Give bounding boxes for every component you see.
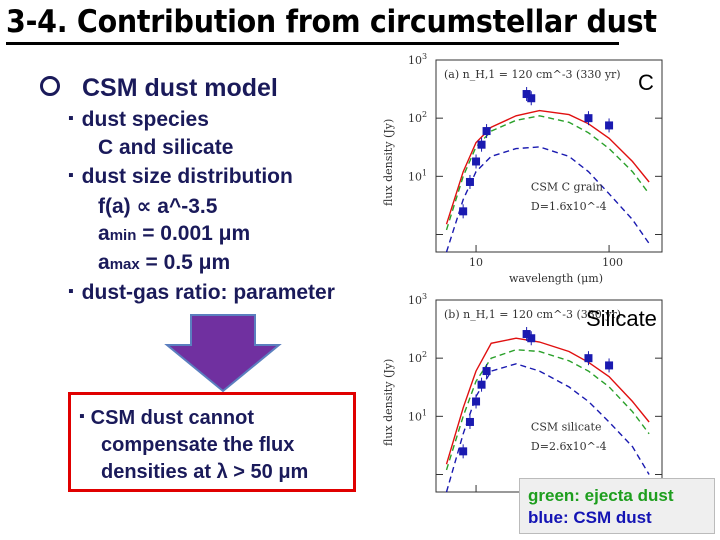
- y-tick-label: 102: [408, 110, 427, 125]
- y-tick-exponent: 3: [422, 292, 427, 301]
- down-arrow-icon: [164, 314, 282, 393]
- x-tick-label: 10: [469, 256, 483, 269]
- data-point: [522, 330, 531, 339]
- y-tick-exponent: 1: [422, 408, 427, 417]
- data-point: [477, 380, 486, 389]
- data-point: [522, 90, 531, 99]
- y-tick-exponent: 2: [422, 110, 427, 119]
- y-axis-label: flux density (Jy): [382, 119, 395, 206]
- series-line-red: [445, 109, 650, 225]
- bullet-dot-icon: ▪: [68, 110, 74, 127]
- data-point: [482, 127, 491, 136]
- y-tick-exponent: 2: [422, 350, 427, 359]
- data-point: [477, 140, 486, 149]
- circle-bullet-icon: [40, 76, 60, 96]
- amin-value: amin = 0.001 μm: [98, 222, 251, 245]
- species-value: C and silicate: [98, 136, 234, 159]
- d-annotation: D=1.6x10^-4: [531, 200, 607, 213]
- data-point: [527, 334, 536, 343]
- amax-value: amax = 0.5 μm: [98, 251, 231, 274]
- legend-box: green: ejecta dust blue: CSM dust: [519, 478, 715, 534]
- data-point: [482, 367, 491, 376]
- data-point: [465, 417, 474, 426]
- bullet-text: dust-gas ratio: parameter: [81, 281, 335, 304]
- y-tick-label: 102: [408, 350, 427, 365]
- conclusion-box: ▪ CSM dust cannot compensate the flux den…: [68, 392, 356, 492]
- data-point: [605, 361, 614, 370]
- d-annotation: D=2.6x10^-4: [531, 440, 607, 453]
- bullet-text: dust size distribution: [81, 165, 293, 188]
- data-point: [459, 207, 468, 216]
- grain-annotation: CSM silicate: [531, 421, 602, 434]
- conclusion-line-3: densities at λ > 50 μm: [101, 461, 309, 483]
- data-point: [459, 447, 468, 456]
- y-tick-label: 101: [408, 408, 427, 423]
- grain-annotation: CSM C grain: [531, 181, 603, 194]
- section-heading: CSM dust model: [40, 74, 278, 103]
- chart-carbon: 101 102 103 10 100 wavelength (μm) flux densit…: [382, 52, 663, 285]
- plot-frame: [435, 59, 663, 253]
- data-point: [465, 177, 474, 186]
- legend-green: green: ejecta dust: [528, 486, 674, 505]
- y-tick-exponent: 3: [422, 52, 427, 61]
- series-line-blue: [445, 363, 650, 493]
- panel-annotation: (a) n_H,1 = 120 cm^-3 (330 yr): [444, 68, 621, 81]
- y-axis-label: flux density (Jy): [382, 359, 395, 446]
- chart-silicate: 101 102 103 flux density (Jy) (b) n_H,1 = 12…: [382, 292, 663, 493]
- conclusion-line-2: compensate the flux: [101, 434, 295, 456]
- bullet-dust-species: ▪ dust species: [68, 108, 209, 132]
- series-line-red: [445, 337, 650, 465]
- data-point: [605, 121, 614, 130]
- y-tick-label: 101: [408, 168, 427, 183]
- panel-label-silicate: Silicate: [586, 306, 657, 331]
- slide-title: 3-4. Contribution from circumstellar dus…: [6, 4, 657, 40]
- x-axis-label: wavelength (μm): [509, 272, 603, 285]
- data-point: [472, 397, 481, 406]
- series-line-green: [445, 348, 650, 471]
- section-heading-text: CSM dust model: [82, 74, 278, 102]
- title-underline: [6, 42, 619, 45]
- panel-label-c: C: [638, 70, 654, 95]
- data-point: [472, 157, 481, 166]
- y-tick-label: 103: [408, 292, 427, 307]
- bullet-dust-gas-ratio: ▪ dust-gas ratio: parameter: [68, 281, 335, 305]
- legend-blue: blue: CSM dust: [528, 508, 652, 527]
- size-law: f(a) ∝ a^-3.5: [98, 195, 218, 218]
- data-point: [584, 114, 593, 123]
- bullet-dot-icon: ▪: [68, 283, 74, 300]
- y-tick-exponent: 1: [422, 168, 427, 177]
- bullet-dot-icon: ▪: [68, 167, 74, 184]
- y-tick-label: 103: [408, 52, 427, 67]
- series-line-green: [445, 115, 650, 231]
- conclusion-line-1: ▪ CSM dust cannot: [79, 407, 255, 429]
- data-point: [527, 94, 536, 103]
- data-point: [584, 354, 593, 363]
- x-tick-label: 100: [602, 256, 623, 269]
- bullet-size-distribution: ▪ dust size distribution: [68, 165, 293, 189]
- panel-annotation: (b) n_H,1 = 120 cm^-3 (330 yr): [444, 308, 621, 321]
- bullet-text: dust species: [81, 108, 209, 131]
